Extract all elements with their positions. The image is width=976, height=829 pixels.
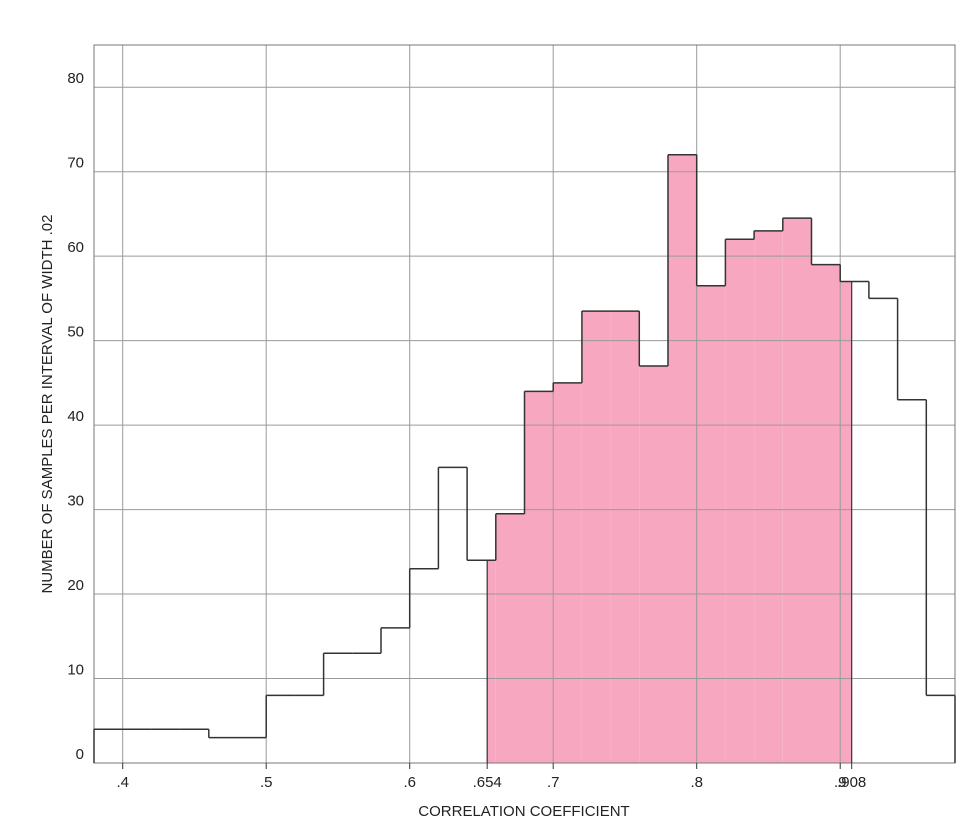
x-tick-label: .5 — [260, 774, 273, 791]
x-axis-label: CORRELATION COEFFICIENT — [418, 803, 629, 820]
shaded-bar — [840, 281, 852, 763]
shaded-bar — [811, 264, 841, 763]
shaded-bar — [725, 239, 755, 763]
shaded-bar — [553, 382, 582, 763]
y-axis-label: NUMBER OF SAMPLES PER INTERVAL OF WIDTH … — [39, 215, 56, 594]
shaded-bar — [782, 218, 812, 764]
y-tick-label: 0 — [76, 746, 84, 763]
shaded-bar — [581, 311, 611, 763]
x-tick-label: .6 — [403, 774, 416, 791]
shaded-bar — [639, 365, 668, 763]
y-tick-label: 40 — [67, 408, 84, 425]
x-tick-label: .654 — [473, 774, 502, 791]
y-tick-label: 80 — [67, 70, 84, 87]
x-tick-label: .9 — [834, 774, 847, 791]
x-tick-label: .908 — [837, 774, 866, 791]
shaded-bar — [668, 154, 697, 763]
plot-frame — [93, 44, 956, 764]
y-tick-label: 20 — [67, 577, 84, 594]
x-tick-label: .4 — [116, 774, 129, 791]
shaded-bar — [495, 513, 525, 763]
y-tick-label: 60 — [67, 239, 84, 256]
shaded-bar — [524, 391, 554, 763]
shaded-bar — [754, 230, 783, 763]
y-tick-label: 70 — [67, 155, 84, 172]
shaded-bar — [487, 560, 496, 763]
y-tick-label: 50 — [67, 324, 84, 341]
x-tick-label: .7 — [547, 774, 560, 791]
y-tick-label: 30 — [67, 493, 84, 510]
y-tick-label: 10 — [67, 661, 84, 678]
shaded-bar — [696, 285, 726, 763]
shaded-bar — [610, 311, 640, 763]
x-tick-label: .8 — [690, 774, 703, 791]
